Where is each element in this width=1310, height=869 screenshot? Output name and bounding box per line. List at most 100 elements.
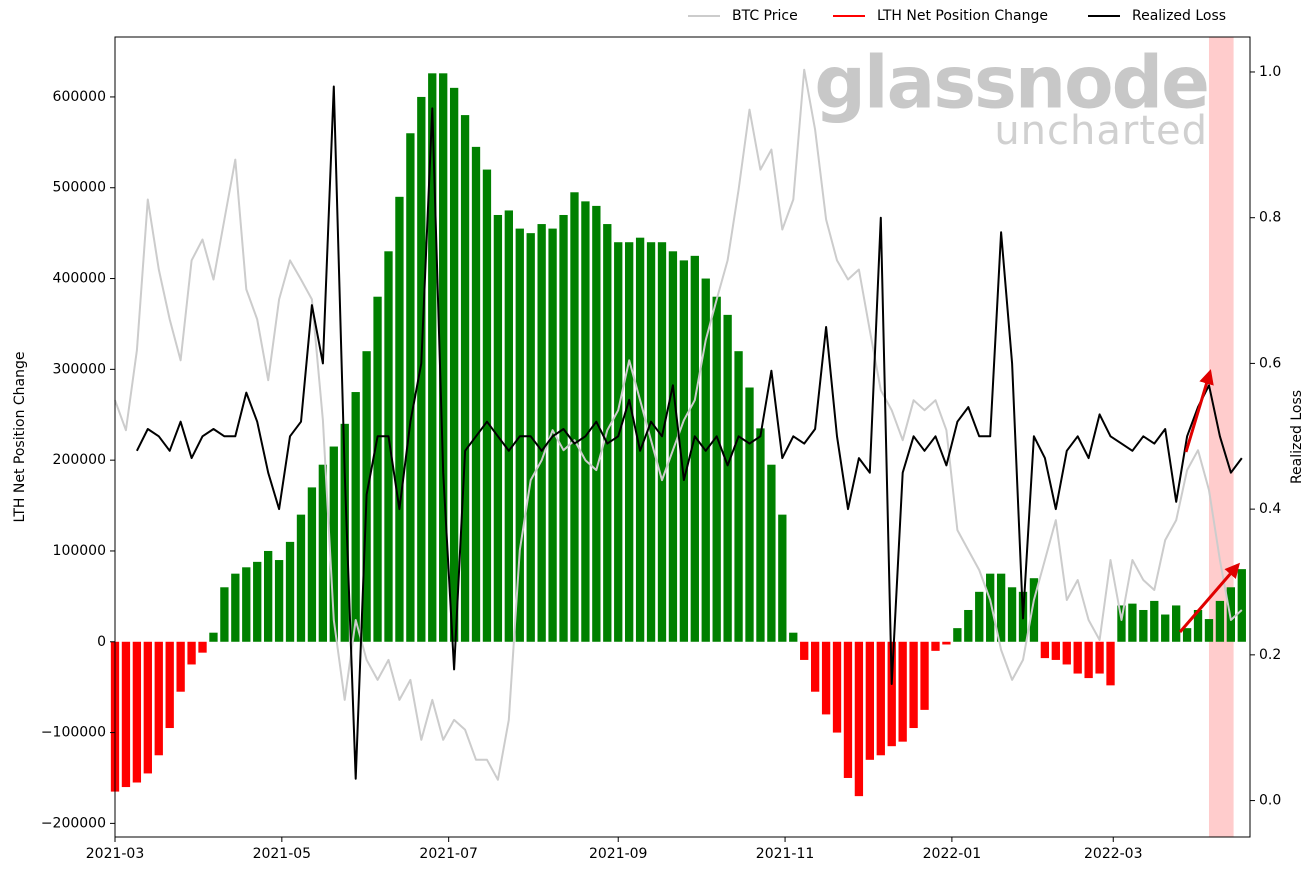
bar — [701, 278, 710, 642]
bar — [975, 591, 984, 642]
bar — [449, 87, 459, 642]
bar — [810, 641, 820, 692]
bar — [1128, 603, 1137, 642]
bar — [307, 487, 317, 642]
y2-axis-label: Realized Loss — [1289, 390, 1305, 484]
y-tick-label: 200000 — [53, 452, 106, 468]
bar — [384, 251, 393, 642]
bar — [428, 73, 437, 642]
bar — [220, 587, 229, 642]
legend-label: Realized Loss — [1132, 8, 1226, 24]
bar — [417, 96, 426, 642]
bar — [537, 224, 546, 642]
bar — [1073, 641, 1082, 674]
y-tick-label: 100000 — [53, 543, 106, 559]
x-tick-label: 2021-09 — [589, 846, 648, 862]
x-tick-label: 2021-11 — [756, 846, 815, 862]
y-tick-label: 600000 — [53, 89, 106, 105]
bar — [1171, 605, 1181, 642]
bar — [756, 428, 765, 642]
y-tick-label: 0 — [97, 634, 106, 650]
bar — [778, 514, 787, 642]
bar — [351, 392, 360, 642]
bar — [406, 133, 415, 642]
bar — [253, 561, 262, 642]
bar — [493, 214, 503, 642]
bar — [176, 641, 185, 692]
line-series — [136, 85, 1243, 780]
y2-tick-label: 0.8 — [1259, 210, 1281, 226]
bar — [876, 641, 885, 756]
bar — [1182, 628, 1192, 642]
bar — [657, 242, 667, 642]
bar — [1117, 605, 1126, 642]
bar — [143, 641, 152, 774]
bar — [635, 237, 645, 642]
bar — [242, 567, 251, 642]
bar — [581, 201, 590, 642]
arrow — [1184, 369, 1214, 453]
bar — [471, 146, 481, 642]
x-tick-label: 2022-03 — [1084, 846, 1143, 862]
bar — [1204, 619, 1214, 642]
bar — [832, 641, 842, 733]
bar — [285, 541, 295, 642]
bar — [1029, 578, 1039, 642]
bar — [745, 387, 754, 642]
bar — [460, 115, 470, 642]
bar — [723, 314, 732, 642]
bar — [1106, 641, 1115, 686]
bar — [821, 641, 831, 715]
bar — [800, 641, 809, 660]
bar — [1237, 569, 1246, 642]
bar — [296, 514, 306, 642]
bar — [986, 573, 995, 642]
legend-label: LTH Net Position Change — [877, 8, 1048, 24]
y2-tick-label: 0.6 — [1259, 355, 1281, 371]
bar — [1161, 614, 1170, 642]
bar — [504, 210, 513, 642]
bar — [712, 296, 721, 642]
bar — [1051, 641, 1060, 660]
bar — [231, 573, 240, 642]
bar — [1062, 641, 1071, 665]
bar — [614, 242, 623, 642]
bar — [909, 641, 918, 729]
bar — [263, 550, 273, 642]
bar — [690, 255, 699, 642]
x-tick-label: 2021-03 — [86, 846, 145, 862]
y2-tick-label: 0.2 — [1259, 647, 1281, 663]
bar — [1139, 609, 1148, 642]
bar — [165, 641, 174, 729]
bar — [865, 641, 875, 760]
legend-label: BTC Price — [732, 8, 798, 24]
x-tick-label: 2022-01 — [923, 846, 982, 862]
axes-layer: −200000 −100000 0 100000 200000 300000 400000 5… — [41, 8, 1282, 862]
bar — [898, 641, 907, 742]
bar — [439, 73, 448, 642]
data-layer — [110, 68, 1246, 797]
bar — [1150, 600, 1159, 642]
bar — [1007, 587, 1017, 642]
bar — [132, 641, 142, 783]
bar — [1040, 641, 1050, 659]
bar — [789, 632, 798, 642]
bar — [482, 169, 492, 642]
bar — [942, 641, 951, 645]
bar — [121, 641, 131, 788]
highlight-span — [1208, 37, 1234, 837]
bar — [1193, 609, 1203, 642]
arrow — [1178, 562, 1240, 633]
bar — [668, 251, 678, 642]
bar — [198, 641, 207, 653]
bar — [953, 628, 962, 642]
y2-tick-label: 0.0 — [1259, 793, 1281, 809]
bar — [843, 641, 853, 778]
y-tick-label: −200000 — [41, 815, 106, 831]
y-tick-label: 300000 — [53, 361, 106, 377]
bar — [1084, 641, 1093, 679]
bar — [931, 641, 940, 651]
watermark: uncharted — [994, 108, 1208, 154]
